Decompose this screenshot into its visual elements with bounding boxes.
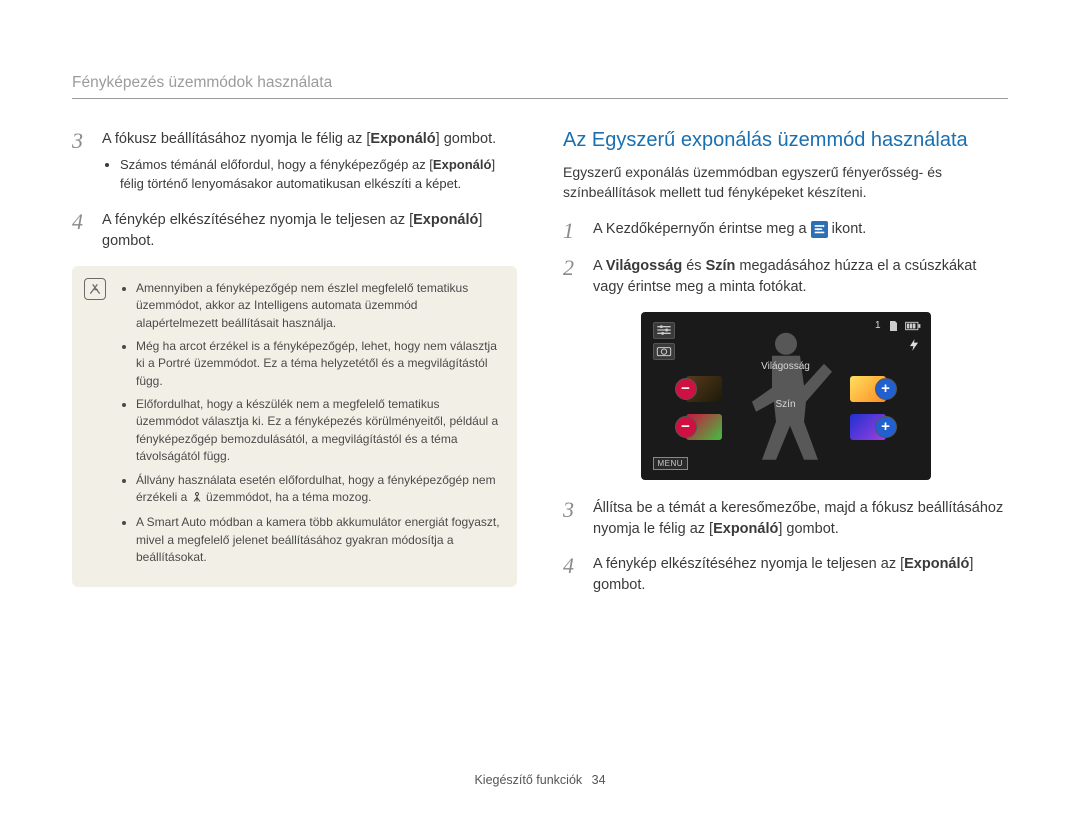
step-number: 2 <box>563 256 581 298</box>
left-step-3: 3 A fókusz beállításához nyomja le félig… <box>72 129 517 196</box>
step-number: 1 <box>563 219 581 242</box>
note-item: Még ha arcot érzékel is a fényképezőgép,… <box>136 338 501 390</box>
step-body: A Világosság és Szín megadásához húzza e… <box>593 256 1008 298</box>
text: A <box>593 258 606 274</box>
mode-icon <box>811 221 828 238</box>
text: A Kezdőképernyőn érintse meg a <box>593 221 811 237</box>
camera-icon <box>653 343 675 360</box>
memory-icon <box>887 320 899 332</box>
step-number: 3 <box>72 129 90 196</box>
text: ] gombot. <box>436 131 496 147</box>
note-item: Amennyiben a fényképezőgép nem észlel me… <box>136 280 501 332</box>
color-slider-row: Szín − + <box>675 412 897 442</box>
step-number: 3 <box>563 498 581 540</box>
text: üzemmódot, ha a téma mozog. <box>203 490 372 504</box>
page-footer: Kiegészítő funkciók 34 <box>0 773 1080 787</box>
text: és <box>682 258 705 274</box>
left-column: 3 A fókusz beállításához nyomja le félig… <box>72 129 517 610</box>
tripod-icon <box>191 491 203 508</box>
right-step-1: 1 A Kezdőképernyőn érintse meg a ikont. <box>563 219 1008 242</box>
footer-page-number: 34 <box>592 773 606 787</box>
right-step-2: 2 A Világosság és Szín megadásához húzza… <box>563 256 1008 298</box>
bold: Szín <box>706 258 736 274</box>
text: A fénykép elkészítéséhez nyomja le telje… <box>102 212 413 228</box>
right-column: Az Egyszerű exponálás üzemmód használata… <box>563 129 1008 610</box>
footer-section: Kiegészítő funkciók <box>474 773 582 787</box>
shot-counter: 1 <box>875 320 881 331</box>
plus-cap: + <box>875 416 897 438</box>
sliders-icon <box>653 322 675 339</box>
text: A fókusz beállításához nyomja le félig a… <box>102 131 370 147</box>
right-step-4: 4 A fénykép elkészítéséhez nyomja le tel… <box>563 554 1008 596</box>
text: Számos témánál előfordul, hogy a fénykép… <box>120 157 433 172</box>
step-body: A fénykép elkészítéséhez nyomja le telje… <box>102 210 517 252</box>
scr-right-icons <box>907 338 921 352</box>
step-body: A fókusz beállításához nyomja le félig a… <box>102 129 517 196</box>
step-number: 4 <box>72 210 90 252</box>
minus-cap: − <box>675 416 697 438</box>
bold: Exponáló <box>713 521 778 537</box>
scr-left-icons <box>653 322 675 360</box>
brightness-label: Világosság <box>761 361 810 372</box>
plus-cap: + <box>875 378 897 400</box>
note-icon <box>84 278 106 300</box>
note-item: A Smart Auto módban a kamera több akkumu… <box>136 514 501 566</box>
right-step-3: 3 Állítsa be a témát a keresőmezőbe, maj… <box>563 498 1008 540</box>
page-header: Fényképezés üzemmódok használata <box>72 74 1008 99</box>
step-body: A Kezdőképernyőn érintse meg a ikont. <box>593 219 1008 242</box>
note-item: Állvány használata esetén előfordulhat, … <box>136 472 501 509</box>
scr-status-bar: 1 <box>875 320 921 332</box>
menu-button: MENU <box>653 457 689 470</box>
bold: Exponáló <box>370 131 435 147</box>
battery-icon <box>905 321 921 331</box>
note-item: Előfordulhat, hogy a készülék nem a megf… <box>136 396 501 466</box>
text: ikont. <box>832 221 867 237</box>
color-label: Szín <box>775 399 795 410</box>
bold: Exponáló <box>904 556 969 572</box>
step-number: 4 <box>563 554 581 596</box>
section-intro: Egyszerű exponálás üzemmódban egyszerű f… <box>563 162 1008 203</box>
note-list: Amennyiben a fényképezőgép nem észlel me… <box>136 280 501 567</box>
section-title: Az Egyszerű exponálás üzemmód használata <box>563 129 1008 152</box>
text: ] gombot. <box>778 521 838 537</box>
note-box: Amennyiben a fényképezőgép nem észlel me… <box>72 266 517 587</box>
bold: Exponáló <box>413 212 478 228</box>
step-body: Állítsa be a témát a keresőmezőbe, majd … <box>593 498 1008 540</box>
minus-cap: − <box>675 378 697 400</box>
bold: Világosság <box>606 258 682 274</box>
sub-bullets: Számos témánál előfordul, hogy a fénykép… <box>106 156 517 194</box>
flash-icon <box>907 338 921 352</box>
text: A fénykép elkészítéséhez nyomja le telje… <box>593 556 904 572</box>
left-step-4: 4 A fénykép elkészítéséhez nyomja le tel… <box>72 210 517 252</box>
bullet: Számos témánál előfordul, hogy a fénykép… <box>120 156 517 194</box>
camera-screenshot: 1 Világosság − <box>641 312 931 480</box>
step-body: A fénykép elkészítéséhez nyomja le telje… <box>593 554 1008 596</box>
bold: Exponáló <box>433 157 492 172</box>
